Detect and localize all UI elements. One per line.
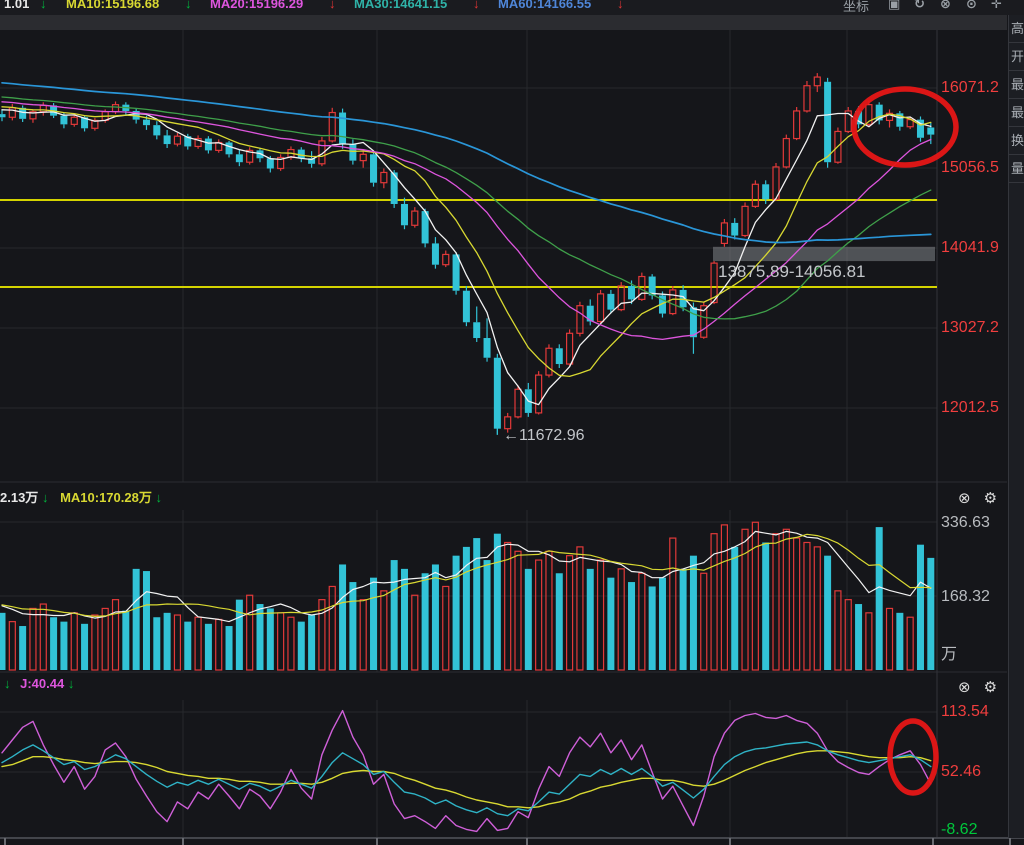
quote-sidebar: 高 开 最 最 换 量 — [1008, 15, 1024, 838]
down-arrow-icon: ↓ — [40, 0, 47, 11]
close-icon[interactable]: ⊗ — [940, 0, 951, 11]
kdj-axis-label: -8.62 — [941, 821, 978, 838]
down-arrow-icon: ↓ — [67, 676, 75, 691]
coordinate-button[interactable]: 坐标 — [843, 0, 870, 14]
record-icon[interactable]: ⊙ — [966, 0, 977, 11]
kdj-panel-controls: ⊗⚙ — [958, 678, 1010, 696]
kdj-j-value: J:40.44 — [20, 676, 65, 691]
volume-header: 2.13万 ↓ MA10:170.28万 ↓ — [0, 487, 162, 505]
price-axis-label: 16071.2 — [941, 79, 999, 96]
sidebar-stat-label: 量 — [1009, 155, 1024, 183]
volume-axis-label: 168.32 — [941, 588, 990, 605]
close-panel-icon[interactable]: ⊗ — [958, 490, 984, 507]
ma20-legend: MA20:15196.29 — [210, 0, 304, 11]
price-axis-label: 12012.5 — [941, 399, 999, 416]
down-arrow-icon: ↓ — [185, 0, 192, 11]
price-axis-label: 14041.9 — [941, 239, 999, 256]
panel-settings-icon[interactable]: ⚙ — [983, 679, 1011, 696]
volume-axis-label: 万 — [941, 646, 958, 663]
price-fragment: 1.01 — [4, 0, 30, 11]
ma30-legend: MA30:14641.15 — [354, 0, 448, 11]
refresh-icon[interactable]: ↻ — [914, 0, 925, 11]
price-axis-label: 15056.5 — [941, 159, 999, 176]
down-arrow-icon: ↓ — [155, 490, 162, 505]
sidebar-stat-label: 开 — [1009, 43, 1024, 71]
layout-icon[interactable]: ▣ — [888, 0, 901, 11]
down-arrow-icon: ↓ — [41, 490, 49, 505]
down-arrow-icon: ↓ — [617, 0, 624, 11]
kdj-axis-label: 113.54 — [941, 703, 989, 720]
volume-ma10-legend: MA10:170.28万 — [60, 490, 152, 505]
down-arrow-icon: ↓ — [4, 676, 11, 691]
toolbar-strip — [0, 15, 1007, 30]
gap-zone-label: 13875.89-14056.81 — [718, 262, 866, 281]
sidebar-stat-label: 最 — [1009, 99, 1024, 127]
sidebar-stat-label: 换 — [1009, 127, 1024, 155]
ma10-legend: MA10:15196.68 — [66, 0, 160, 11]
panel-settings-icon[interactable]: ⚙ — [983, 490, 1011, 507]
sidebar-stat-label: 最 — [1009, 71, 1024, 99]
low-point-label: ←11672.96 — [503, 427, 585, 444]
volume-value-fragment: 2.13万 — [0, 490, 39, 505]
down-arrow-icon: ↓ — [473, 0, 480, 11]
indicator-topbar: 1.01 ↓ MA10:15196.68 ↓ MA20:15196.29 ↓ M… — [0, 0, 1024, 15]
price-axis-label: 13027.2 — [941, 319, 999, 336]
sidebar-stat-label: 高 — [1009, 15, 1024, 43]
settings-icon[interactable]: ✛ — [991, 0, 1002, 11]
ma60-legend: MA60:14166.55 — [498, 0, 592, 11]
volume-axis-label: 336.63 — [941, 514, 990, 531]
close-panel-icon[interactable]: ⊗ — [958, 679, 984, 696]
down-arrow-icon: ↓ — [329, 0, 336, 11]
volume-panel-controls: ⊗⚙ — [958, 489, 1010, 507]
kdj-header: ↓ J:40.44 ↓ — [4, 676, 74, 694]
kdj-axis-label: 52.46 — [941, 763, 982, 780]
